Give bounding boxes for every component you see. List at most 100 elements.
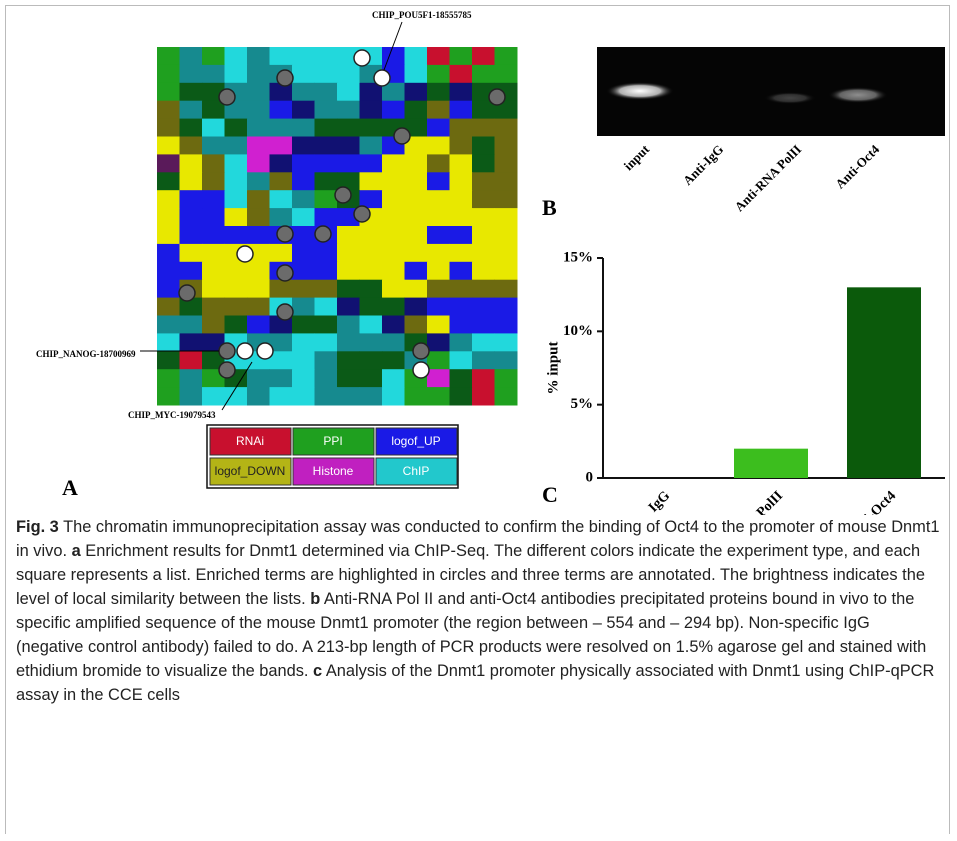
heatmap-cell xyxy=(292,154,315,172)
heatmap-cell xyxy=(225,47,248,65)
heatmap-cell xyxy=(225,226,248,244)
lane-label: Anti-Oct4 xyxy=(832,141,882,191)
heatmap-cell xyxy=(202,190,225,208)
gel-band xyxy=(828,87,888,103)
heatmap-cell xyxy=(450,387,473,405)
bar xyxy=(847,287,921,478)
enriched-term xyxy=(277,70,293,86)
heatmap-cell xyxy=(495,208,518,226)
heatmap-cell xyxy=(270,119,293,137)
heatmap-cell xyxy=(225,298,248,316)
heatmap-cell xyxy=(382,154,405,172)
heatmap-cell xyxy=(360,172,383,190)
heatmap-cell xyxy=(495,333,518,351)
heatmap-cell xyxy=(450,101,473,119)
heatmap-cell xyxy=(315,190,338,208)
heatmap-cell xyxy=(472,119,495,137)
enriched-term xyxy=(413,343,429,359)
heatmap-cell xyxy=(247,83,270,101)
heatmap-cell xyxy=(360,244,383,262)
heatmap-cell xyxy=(427,119,450,137)
legend-label: PPI xyxy=(323,434,342,448)
x-tick-label: IgG xyxy=(646,488,673,515)
heatmap-cell xyxy=(157,280,180,298)
lane-label: input xyxy=(621,141,653,173)
annotation: CHIP_MYC-19079543 xyxy=(128,410,216,420)
heatmap-cell xyxy=(315,351,338,369)
heatmap-cell xyxy=(472,369,495,387)
heatmap-cell xyxy=(180,351,203,369)
heatmap-cell xyxy=(382,47,405,65)
heatmap-cell xyxy=(157,172,180,190)
heatmap-cell xyxy=(495,137,518,155)
heatmap-cell xyxy=(495,154,518,172)
enriched-term xyxy=(489,89,505,105)
panel-letter: C xyxy=(542,482,558,507)
heatmap-cell xyxy=(247,137,270,155)
heatmap-cell xyxy=(495,172,518,190)
heatmap-cell xyxy=(360,119,383,137)
heatmap-cell xyxy=(337,280,360,298)
heatmap-cell xyxy=(225,190,248,208)
heatmap-cell xyxy=(495,351,518,369)
heatmap-cell xyxy=(292,47,315,65)
heatmap-cell xyxy=(337,119,360,137)
legend-label: logof_UP xyxy=(391,434,440,448)
heatmap-cell xyxy=(405,47,428,65)
heatmap-cell xyxy=(157,119,180,137)
heatmap-cell xyxy=(427,137,450,155)
heatmap-cell xyxy=(315,119,338,137)
heatmap-cell xyxy=(360,101,383,119)
heatmap-cell xyxy=(360,351,383,369)
heatmap-cell xyxy=(270,172,293,190)
heatmap-cell xyxy=(427,298,450,316)
page: {"heatmap": {"annotations": ["CHIP_POU5F… xyxy=(0,0,957,841)
heatmap-cell xyxy=(472,387,495,405)
heatmap-cell xyxy=(292,316,315,334)
figure: RNAiPPIlogof_UPlogof_DOWNHistoneChIP A B… xyxy=(0,0,957,515)
heatmap-cell xyxy=(382,298,405,316)
heatmap-cell xyxy=(315,101,338,119)
x-tick-label: RNA PolII xyxy=(731,488,786,515)
heatmap-cell xyxy=(495,369,518,387)
heatmap-cell xyxy=(450,333,473,351)
heatmap-cell xyxy=(360,316,383,334)
heatmap-cell xyxy=(202,137,225,155)
heatmap-cell xyxy=(472,351,495,369)
heatmap-cell xyxy=(382,369,405,387)
heatmap-cell xyxy=(472,262,495,280)
gel-band xyxy=(606,82,674,100)
heatmap-cell xyxy=(202,226,225,244)
heatmap-cell xyxy=(382,387,405,405)
heatmap-cell xyxy=(450,154,473,172)
heatmap-cell xyxy=(180,137,203,155)
heatmap-cell xyxy=(450,226,473,244)
heatmap-cell xyxy=(292,333,315,351)
heatmap-cell xyxy=(382,244,405,262)
heatmap-cell xyxy=(427,172,450,190)
heatmap-cell xyxy=(405,316,428,334)
lane-label: Anti-IgG xyxy=(680,142,726,188)
heatmap-cell xyxy=(270,244,293,262)
heatmap-cell xyxy=(382,190,405,208)
heatmap-cell xyxy=(157,137,180,155)
heatmap-cell xyxy=(202,298,225,316)
heatmap-cell xyxy=(337,101,360,119)
heatmap-cell xyxy=(225,154,248,172)
heatmap-cell xyxy=(405,208,428,226)
heatmap-cell xyxy=(180,208,203,226)
heatmap-cell xyxy=(315,369,338,387)
heatmap-cell xyxy=(202,262,225,280)
heatmap-cell xyxy=(427,387,450,405)
heatmap-cell xyxy=(405,190,428,208)
heatmap-cell xyxy=(157,369,180,387)
annotation: CHIP_POU5F1-18555785 xyxy=(372,10,472,20)
annotation: CHIP_NANOG-18700969 xyxy=(36,349,136,359)
caption-panel-label: c xyxy=(313,662,322,680)
heatmap-cell xyxy=(247,101,270,119)
heatmap-cell xyxy=(405,83,428,101)
heatmap-cell xyxy=(450,172,473,190)
heatmap-cell xyxy=(247,226,270,244)
heatmap-cell xyxy=(450,316,473,334)
heatmap-cell xyxy=(292,387,315,405)
